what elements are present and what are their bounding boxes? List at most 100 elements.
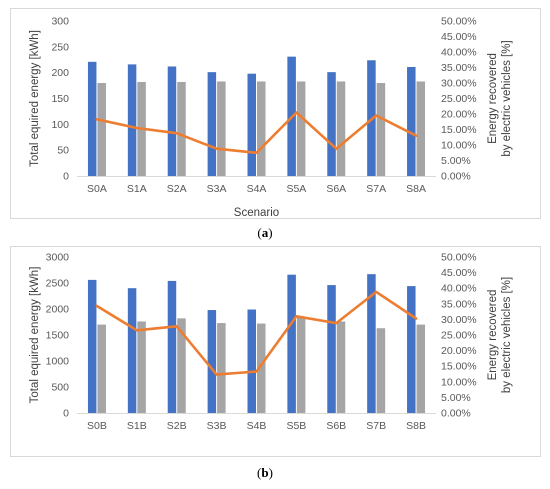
chart-a-xtick: S6A [326,183,346,195]
chart-a-ytick-right: 10.00% [441,140,477,152]
chart-a-ytick-right: 25.00% [441,93,477,105]
caption-b: (b) [257,465,273,480]
chart-b-ytick-right: 5.00% [441,392,471,404]
chart-a-ytick-left: 50 [57,145,69,157]
chart-b-xtick: S1B [127,420,147,432]
chart-a-xtick: S4A [247,183,267,195]
chart-a-bar-gray [336,81,346,176]
chart-b-bar-blue [327,285,336,413]
chart-a-xtick: S8A [406,183,426,195]
chart-b-bar-blue [367,274,376,413]
svg-text:(b): (b) [257,465,273,480]
chart-b-ytick-right: 50.00% [441,252,477,264]
chart-b-bar-gray [217,323,226,413]
chart-a-bar-blue [407,66,416,176]
chart-b-bar-gray [137,321,146,413]
chart-a-bar-gray [177,81,186,176]
chart-b-ytick-right: 15.00% [441,361,477,373]
chart-b-bar-gray [336,321,346,413]
chart-b-ylabel-right: by electric vehicles [%] [501,277,513,393]
chart-a-xtick: S3A [207,183,227,195]
chart-a-ytick-right: 50.00% [441,16,477,28]
chart-a-xtick: S2A [167,183,187,195]
chart-b-bar-gray [97,324,106,413]
chart-b-bar-blue [287,274,296,413]
chart-a-ytick-left: 300 [51,16,69,28]
chart-b-xtick: S0B [87,420,107,432]
chart-b-bar-gray [257,323,266,413]
chart-b-xtick: S5B [286,420,306,432]
svg-text:(a): (a) [257,225,272,240]
caption-a: (a) [257,225,272,240]
chart-a-bar-blue [247,73,256,176]
chart-b-ytick-right: 10.00% [441,376,477,388]
chart-b-bar-gray [376,328,386,413]
chart-a-ytick-right: 5.00% [441,155,471,167]
chart-a-bar-gray [296,81,306,176]
chart-a-ytick-right: 0.00% [441,171,471,183]
chart-a-bar-gray [416,81,426,176]
chart-a-xtick: S1A [127,183,147,195]
chart-b-ytick-right: 25.00% [441,330,477,342]
chart-b-ylabel-left: Total equired energy [kWh] [29,267,41,404]
chart-a-ylabel-right: Energy recovered [487,53,499,144]
chart-b-ytick-left: 1000 [46,356,70,368]
chart-b-xtick: S6B [326,420,346,432]
chart-b-xtick: S2B [167,420,187,432]
chart-b-ytick-left: 3000 [46,252,70,264]
chart-b-ytick-right: 20.00% [441,345,477,357]
chart-a-ytick-right: 15.00% [441,124,477,136]
chart-b-ytick-left: 2500 [46,278,70,290]
chart-a-bar-blue [127,64,137,176]
caption-b-letter: b [261,465,268,480]
chart-a-bar-gray [376,83,386,176]
chart-b-xtick: S4B [247,420,267,432]
chart-b-ytick-left: 0 [63,408,69,420]
chart-b-bar-blue [207,310,217,413]
chart-a-xtick: S5A [286,183,306,195]
chart-a-bar-gray [257,81,266,176]
chart-b-xtick: S7B [366,420,386,432]
chart-a-ytick-left: 250 [51,41,69,53]
chart-a: 0 50 100 150 200 250 300 0.00% 5.00% 10.00% 15.00%… [10,8,541,219]
chart-a-ytick-left: 150 [51,93,69,105]
chart-a-bar-gray [97,83,106,176]
caption-a-letter: a [262,225,269,240]
chart-a-bar-blue [87,61,97,176]
chart-b-ytick-right: 40.00% [441,283,477,295]
chart-b-bar-blue [167,280,177,413]
chart-a-ytick-left: 0 [63,171,69,183]
chart-a-bar-blue [167,66,177,176]
chart-a-ytick-right: 35.00% [441,62,477,74]
chart-b-ytick-left: 1500 [46,330,70,342]
chart-b-ytick-right: 35.00% [441,298,477,310]
chart-b-xtick: S8B [406,420,426,432]
chart-b-ytick-left: 500 [51,382,69,394]
chart-a-xlabel: Scenario [234,207,279,219]
chart-a-ytick-left: 200 [51,67,69,79]
chart-a-ytick-right: 30.00% [441,78,477,90]
chart-a-ytick-right: 45.00% [441,31,477,43]
chart-a-xtick: S7A [366,183,386,195]
chart-b-ytick-left: 2000 [46,304,70,316]
chart-b-bar-gray [416,324,426,413]
chart-a-ylabel-right: by electric vehicles [%] [501,40,513,156]
chart-a-line-series [95,111,418,155]
chart-a-bar-blue [207,72,217,176]
chart-a-ylabel-left: Total equired energy [kWh] [29,30,41,167]
chart-b: 0 500 1000 1500 2000 2500 3000 0.00% 5.00% 10.00%… [10,246,541,457]
chart-b-bar-blue [87,279,97,413]
chart-b-bar-blue [127,288,137,413]
chart-b-bar-blue [407,286,416,413]
chart-a-ytick-right: 20.00% [441,109,477,121]
chart-b-ytick-right: 30.00% [441,314,477,326]
chart-a-bar-blue [327,72,336,176]
chart-b-bar-blue [247,309,256,413]
chart-b-xtick: S3B [207,420,227,432]
chart-b-bar-gray [296,317,306,413]
chart-a-ytick-left: 100 [51,119,69,131]
chart-b-ytick-right: 0.00% [441,408,471,420]
chart-b-ylabel-right: Energy recovered [487,290,499,381]
chart-b-bar-gray [177,318,186,413]
